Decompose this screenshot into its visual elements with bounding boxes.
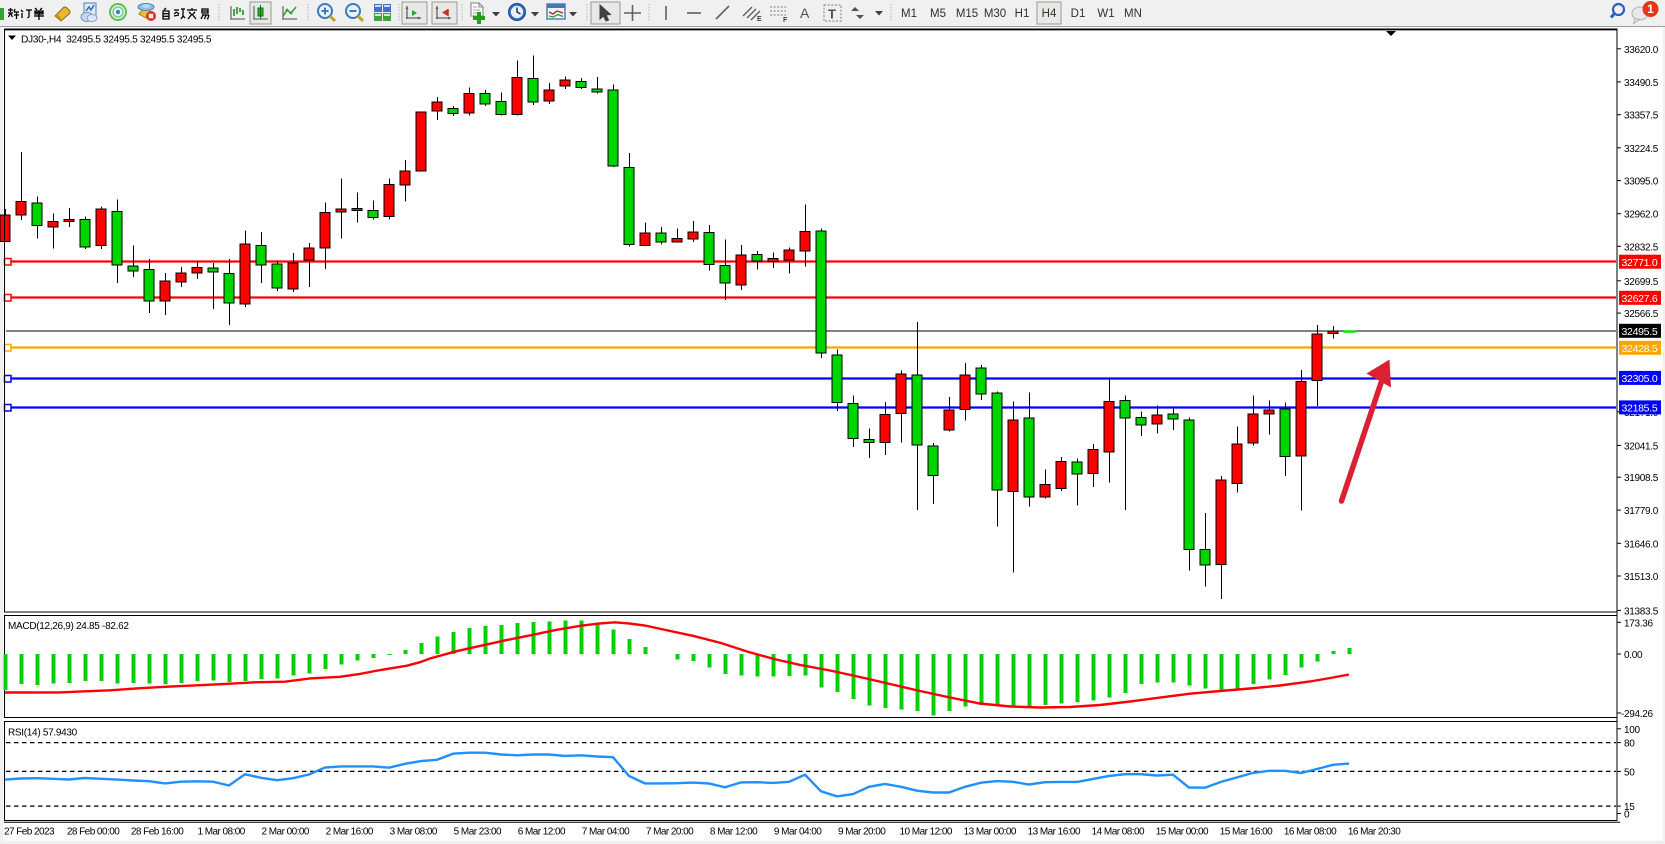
svg-text:MACD(12,26,9) 24.85 -82.62: MACD(12,26,9) 24.85 -82.62 (8, 621, 129, 632)
svg-text:RSI(14) 57.9430: RSI(14) 57.9430 (8, 728, 78, 739)
svg-text:2 Mar 16:00: 2 Mar 16:00 (326, 827, 374, 838)
svg-text:MN: MN (1124, 8, 1142, 20)
svg-text:5 Mar 23:00: 5 Mar 23:00 (454, 827, 502, 838)
svg-text:32962.0: 32962.0 (1624, 210, 1659, 221)
svg-text:16 Mar 20:30: 16 Mar 20:30 (1348, 827, 1401, 838)
svg-text:32627.6: 32627.6 (1622, 293, 1658, 305)
svg-text:33620.0: 33620.0 (1624, 45, 1659, 56)
svg-text:7 Mar 20:00: 7 Mar 20:00 (646, 827, 694, 838)
svg-text:80: 80 (1624, 739, 1635, 750)
svg-text:32428.5: 32428.5 (1622, 343, 1658, 355)
svg-text:32185.5: 32185.5 (1622, 403, 1658, 415)
svg-text:9 Mar 04:00: 9 Mar 04:00 (774, 827, 822, 838)
svg-text:100: 100 (1624, 725, 1641, 736)
svg-text:31908.5: 31908.5 (1624, 473, 1659, 484)
svg-text:32771.0: 32771.0 (1622, 257, 1658, 269)
svg-text:50: 50 (1624, 767, 1635, 778)
svg-text:D1: D1 (1071, 8, 1086, 20)
svg-text:16 Mar 08:00: 16 Mar 08:00 (1284, 827, 1337, 838)
svg-text:15: 15 (1624, 802, 1635, 813)
svg-text:173.36: 173.36 (1624, 618, 1654, 629)
svg-text:1 Mar 08:00: 1 Mar 08:00 (197, 827, 245, 838)
svg-text:32041.5: 32041.5 (1624, 441, 1659, 452)
svg-text:H1: H1 (1015, 8, 1030, 20)
svg-text:9 Mar 20:00: 9 Mar 20:00 (838, 827, 886, 838)
svg-text:13 Mar 16:00: 13 Mar 16:00 (1028, 827, 1081, 838)
svg-text:2 Mar 00:00: 2 Mar 00:00 (262, 827, 310, 838)
svg-text:M15: M15 (956, 8, 978, 20)
svg-text:W1: W1 (1097, 8, 1114, 20)
svg-text:M1: M1 (901, 8, 917, 20)
svg-text:27 Feb 2023: 27 Feb 2023 (4, 827, 55, 838)
svg-text:15 Mar 00:00: 15 Mar 00:00 (1156, 827, 1209, 838)
svg-text:33095.0: 33095.0 (1624, 177, 1659, 188)
svg-text:15 Mar 16:00: 15 Mar 16:00 (1220, 827, 1273, 838)
svg-text:7 Mar 04:00: 7 Mar 04:00 (582, 827, 630, 838)
svg-text:33224.5: 33224.5 (1624, 144, 1659, 155)
svg-text:13 Mar 00:00: 13 Mar 00:00 (964, 827, 1017, 838)
svg-text:F: F (783, 17, 788, 24)
svg-text:0.00: 0.00 (1624, 650, 1643, 661)
svg-text:A: A (800, 5, 810, 21)
svg-text:28 Feb 16:00: 28 Feb 16:00 (131, 827, 184, 838)
svg-text:E: E (757, 16, 762, 23)
svg-text:DJ30-,H4 32495.5 32495.5 3249: DJ30-,H4 32495.5 32495.5 32495.5 32495.5 (21, 35, 212, 46)
svg-text:31513.0: 31513.0 (1624, 572, 1659, 583)
svg-text:31646.0: 31646.0 (1624, 539, 1659, 550)
svg-text:1: 1 (1647, 2, 1654, 16)
svg-text:M5: M5 (930, 8, 946, 20)
svg-text:0: 0 (1624, 810, 1630, 821)
svg-text:8 Mar 12:00: 8 Mar 12:00 (710, 827, 758, 838)
svg-text:14 Mar 08:00: 14 Mar 08:00 (1092, 827, 1145, 838)
svg-text:6 Mar 12:00: 6 Mar 12:00 (518, 827, 566, 838)
svg-text:10 Mar 12:00: 10 Mar 12:00 (900, 827, 953, 838)
svg-text:33357.5: 33357.5 (1624, 111, 1659, 122)
svg-text:31779.0: 31779.0 (1624, 506, 1659, 517)
svg-text:32495.5: 32495.5 (1622, 326, 1658, 338)
svg-text:32305.0: 32305.0 (1622, 373, 1658, 385)
svg-text:H4: H4 (1042, 8, 1057, 20)
svg-text:31383.5: 31383.5 (1624, 606, 1659, 617)
svg-text:-294.26: -294.26 (1621, 709, 1654, 720)
svg-text:33490.5: 33490.5 (1624, 78, 1659, 89)
svg-text:32566.5: 32566.5 (1624, 309, 1659, 320)
svg-text:M30: M30 (984, 8, 1006, 20)
svg-text:32699.5: 32699.5 (1624, 277, 1659, 288)
svg-text:32832.5: 32832.5 (1624, 242, 1659, 253)
svg-text:3 Mar 08:00: 3 Mar 08:00 (390, 827, 438, 838)
svg-text:28 Feb 00:00: 28 Feb 00:00 (67, 827, 120, 838)
svg-text:T: T (828, 7, 836, 22)
